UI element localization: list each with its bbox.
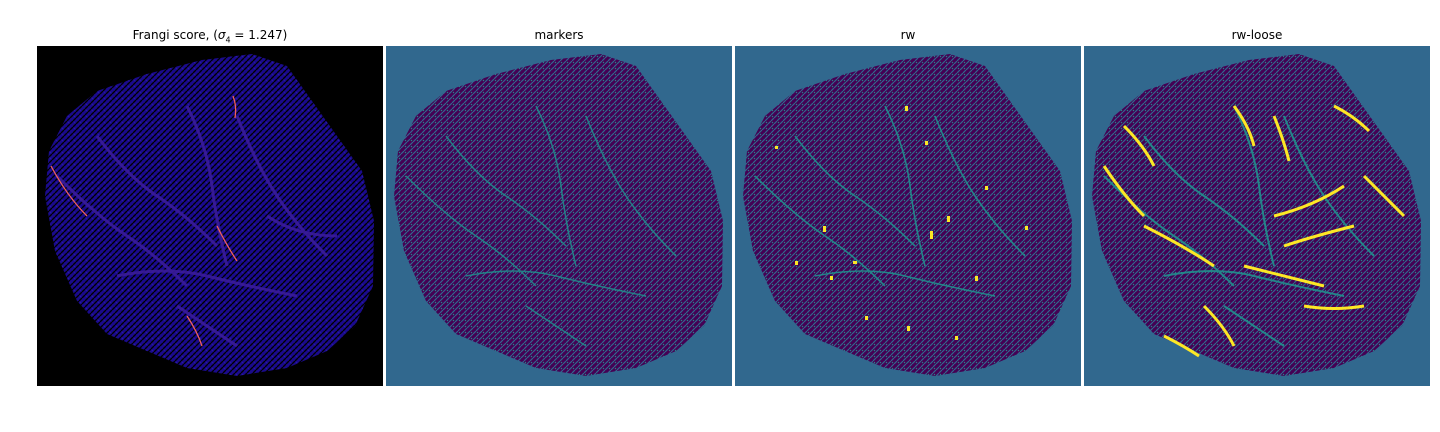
rw-loose-panel: rw-loose xyxy=(1084,28,1430,386)
rw-title: rw xyxy=(900,28,916,42)
rw-loose-image xyxy=(1084,46,1430,386)
vessel-lines xyxy=(405,105,677,347)
highlight-vessels xyxy=(1102,104,1406,358)
vessel-lines xyxy=(754,105,1026,297)
frangi-image xyxy=(37,46,383,386)
frangi-score-panel: Frangi score, (σ4 = 1.247) xyxy=(37,28,383,386)
highlight-pixels xyxy=(775,106,1028,340)
markers-title: markers xyxy=(534,28,584,42)
frangi-title: Frangi score, (σ4 = 1.247) xyxy=(132,28,288,45)
rw-panel: rw xyxy=(735,28,1081,386)
rw-loose-title: rw-loose xyxy=(1231,28,1283,42)
highlight-vessels xyxy=(50,95,238,347)
vessel-lines xyxy=(55,105,338,348)
rw-image xyxy=(735,46,1081,386)
markers-panel: markers xyxy=(386,28,732,386)
markers-image xyxy=(386,46,732,386)
